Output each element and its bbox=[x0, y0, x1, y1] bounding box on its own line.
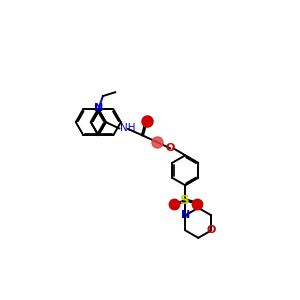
Text: S: S bbox=[181, 194, 190, 207]
Text: N: N bbox=[94, 103, 103, 113]
Text: NH: NH bbox=[120, 124, 136, 134]
Text: O: O bbox=[166, 143, 175, 153]
Text: N: N bbox=[181, 210, 190, 220]
Text: O: O bbox=[207, 225, 216, 236]
